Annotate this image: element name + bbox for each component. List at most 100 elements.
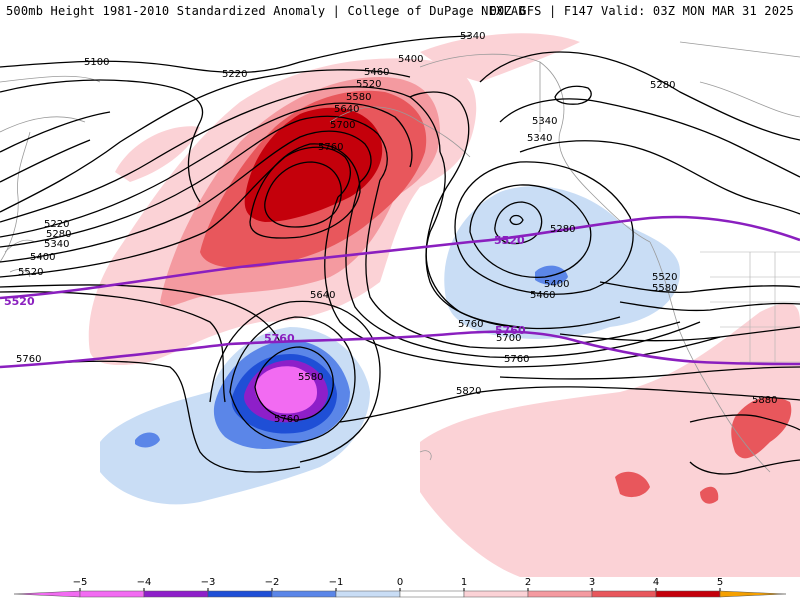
contour-5280-eplow bbox=[454, 161, 634, 295]
contour-5280-alaska bbox=[499, 98, 800, 178]
colorbar-ticks: −5 −4 −3 −2 −1 0 1 2 3 4 5 bbox=[73, 577, 724, 588]
negative-anomaly-shading bbox=[100, 186, 680, 505]
anomaly-neg2-small bbox=[135, 432, 160, 448]
contour-ridge-5580 bbox=[345, 181, 701, 359]
colorbar-tick-label: 2 bbox=[525, 577, 531, 588]
contour-label: 5640 bbox=[310, 290, 335, 301]
contour-5640-west bbox=[0, 284, 281, 343]
colorbar-arrow-left bbox=[13, 590, 81, 598]
contour-label: 5340 bbox=[460, 31, 485, 42]
highlight-label: 5520 bbox=[494, 234, 525, 247]
contour-5760-east bbox=[499, 366, 800, 380]
contour-label: 5520 bbox=[356, 79, 381, 90]
contour-ridge-5400 bbox=[409, 91, 521, 328]
contour-5220-upper bbox=[0, 69, 411, 213]
contour-label: 5520 bbox=[652, 272, 677, 283]
hawaii bbox=[419, 450, 432, 461]
contour-5700-closed bbox=[249, 143, 361, 239]
contour-5460 bbox=[0, 102, 413, 238]
contour-label: 5760 bbox=[318, 142, 343, 153]
colorbar-tick-label: 1 bbox=[461, 577, 467, 588]
anomaly-pos4 bbox=[244, 107, 383, 222]
colorbar-swatch bbox=[527, 590, 593, 598]
map-title: 500mb Height 1981-2010 Standardized Anom… bbox=[6, 4, 526, 18]
contour-label: 5820 bbox=[456, 386, 481, 397]
colorbar-swatch bbox=[399, 590, 465, 598]
contour-5520-east bbox=[599, 281, 800, 293]
contour-5520 bbox=[0, 115, 388, 248]
colorbar-swatch bbox=[591, 590, 657, 598]
contour-label: 5280 bbox=[46, 229, 71, 240]
weather-map: 5340 5100 5220 5400 5460 5520 5580 5640 … bbox=[0, 22, 800, 577]
contour-5100 bbox=[0, 79, 204, 203]
contour-5580-east bbox=[619, 301, 800, 312]
model-valid-time: 00Z GFS | F147 Valid: 03Z MON MAR 31 202… bbox=[489, 4, 794, 18]
state-borders bbox=[700, 251, 800, 363]
contour-5340-alaska bbox=[479, 51, 800, 141]
contour-label: 5760 bbox=[504, 354, 529, 365]
anomaly-pos1-small bbox=[115, 126, 200, 182]
contour-label: 5460 bbox=[364, 67, 389, 78]
colorbar-tick-label: −3 bbox=[201, 577, 216, 588]
colorbar-tick-label: 5 bbox=[717, 577, 723, 588]
us-state-grid bbox=[700, 251, 800, 363]
contour-label: 5760 bbox=[16, 354, 41, 365]
contour-5580-low bbox=[254, 346, 334, 421]
contour-label: 5760 bbox=[274, 414, 299, 425]
contour-center-eplow bbox=[509, 214, 524, 226]
highlight-5520 bbox=[0, 215, 800, 300]
alaska-coast bbox=[419, 53, 651, 243]
height-contours bbox=[0, 35, 800, 475]
contour-label: 5400 bbox=[30, 252, 55, 263]
contour-ridge-5520 bbox=[365, 179, 681, 349]
contour-label: 5280 bbox=[650, 80, 675, 91]
contour-label: 5580 bbox=[652, 283, 677, 294]
contour-label: 5340 bbox=[44, 239, 69, 250]
contour-label: 5100 bbox=[84, 57, 109, 68]
contour-5340-north bbox=[0, 35, 471, 74]
colorbar-swatch bbox=[463, 590, 529, 598]
contour-5760-closed bbox=[264, 161, 342, 228]
colorbar-swatches bbox=[13, 590, 787, 598]
contour-label: 5400 bbox=[544, 279, 569, 290]
anomaly-pos3-small2 bbox=[700, 486, 719, 504]
contour-label: 5640 bbox=[334, 104, 359, 115]
contour-closed-alaska bbox=[554, 85, 592, 105]
colorbar-swatch bbox=[655, 590, 721, 598]
coastlines bbox=[0, 41, 800, 473]
contour-label: 5880 bbox=[752, 395, 777, 406]
contour-asia-west bbox=[0, 111, 111, 183]
contour-label: 5220 bbox=[44, 219, 69, 230]
aleutian-chain bbox=[329, 106, 471, 158]
west-coast-na bbox=[649, 241, 771, 473]
anomaly-pos1-north bbox=[420, 33, 580, 82]
contour-labels: 5340 5100 5220 5400 5460 5520 5580 5640 … bbox=[16, 31, 777, 425]
contour-label: 5700 bbox=[496, 333, 521, 344]
colorbar-swatch bbox=[79, 590, 145, 598]
colorbar-arrow-right bbox=[719, 590, 787, 598]
highlight-label: 5760 bbox=[495, 324, 526, 337]
contour-5580 bbox=[0, 130, 372, 263]
contour-label: 5340 bbox=[527, 133, 552, 144]
colorbar-tick-label: −2 bbox=[265, 577, 280, 588]
contour-5820 bbox=[339, 386, 800, 423]
highlight-label: 5520 bbox=[4, 295, 35, 308]
colorbar-swatch bbox=[143, 590, 209, 598]
highlight-label: 5760 bbox=[264, 332, 295, 345]
anomaly-pos3-baja bbox=[731, 397, 792, 459]
anomaly-colorbar: −5 −4 −3 −2 −1 0 1 2 3 4 5 bbox=[13, 577, 787, 598]
highlight-labels: 5520 5760 5520 5760 bbox=[4, 234, 526, 345]
contour-label: 5400 bbox=[398, 54, 423, 65]
contour-5700-east bbox=[559, 326, 800, 342]
highlight-5760 bbox=[0, 330, 800, 369]
contour-5880 bbox=[689, 414, 800, 431]
contour-5880-south bbox=[689, 459, 800, 475]
contour-ridge-5640 bbox=[324, 196, 721, 368]
contour-5340-alaska-b bbox=[519, 140, 800, 215]
contour-label: 5220 bbox=[222, 69, 247, 80]
contour-label: 5280 bbox=[550, 224, 575, 235]
contour-label: 5340 bbox=[532, 116, 557, 127]
colorbar-swatch bbox=[207, 590, 273, 598]
anomaly-neg5 bbox=[254, 366, 318, 414]
japan-coast bbox=[4, 239, 36, 278]
